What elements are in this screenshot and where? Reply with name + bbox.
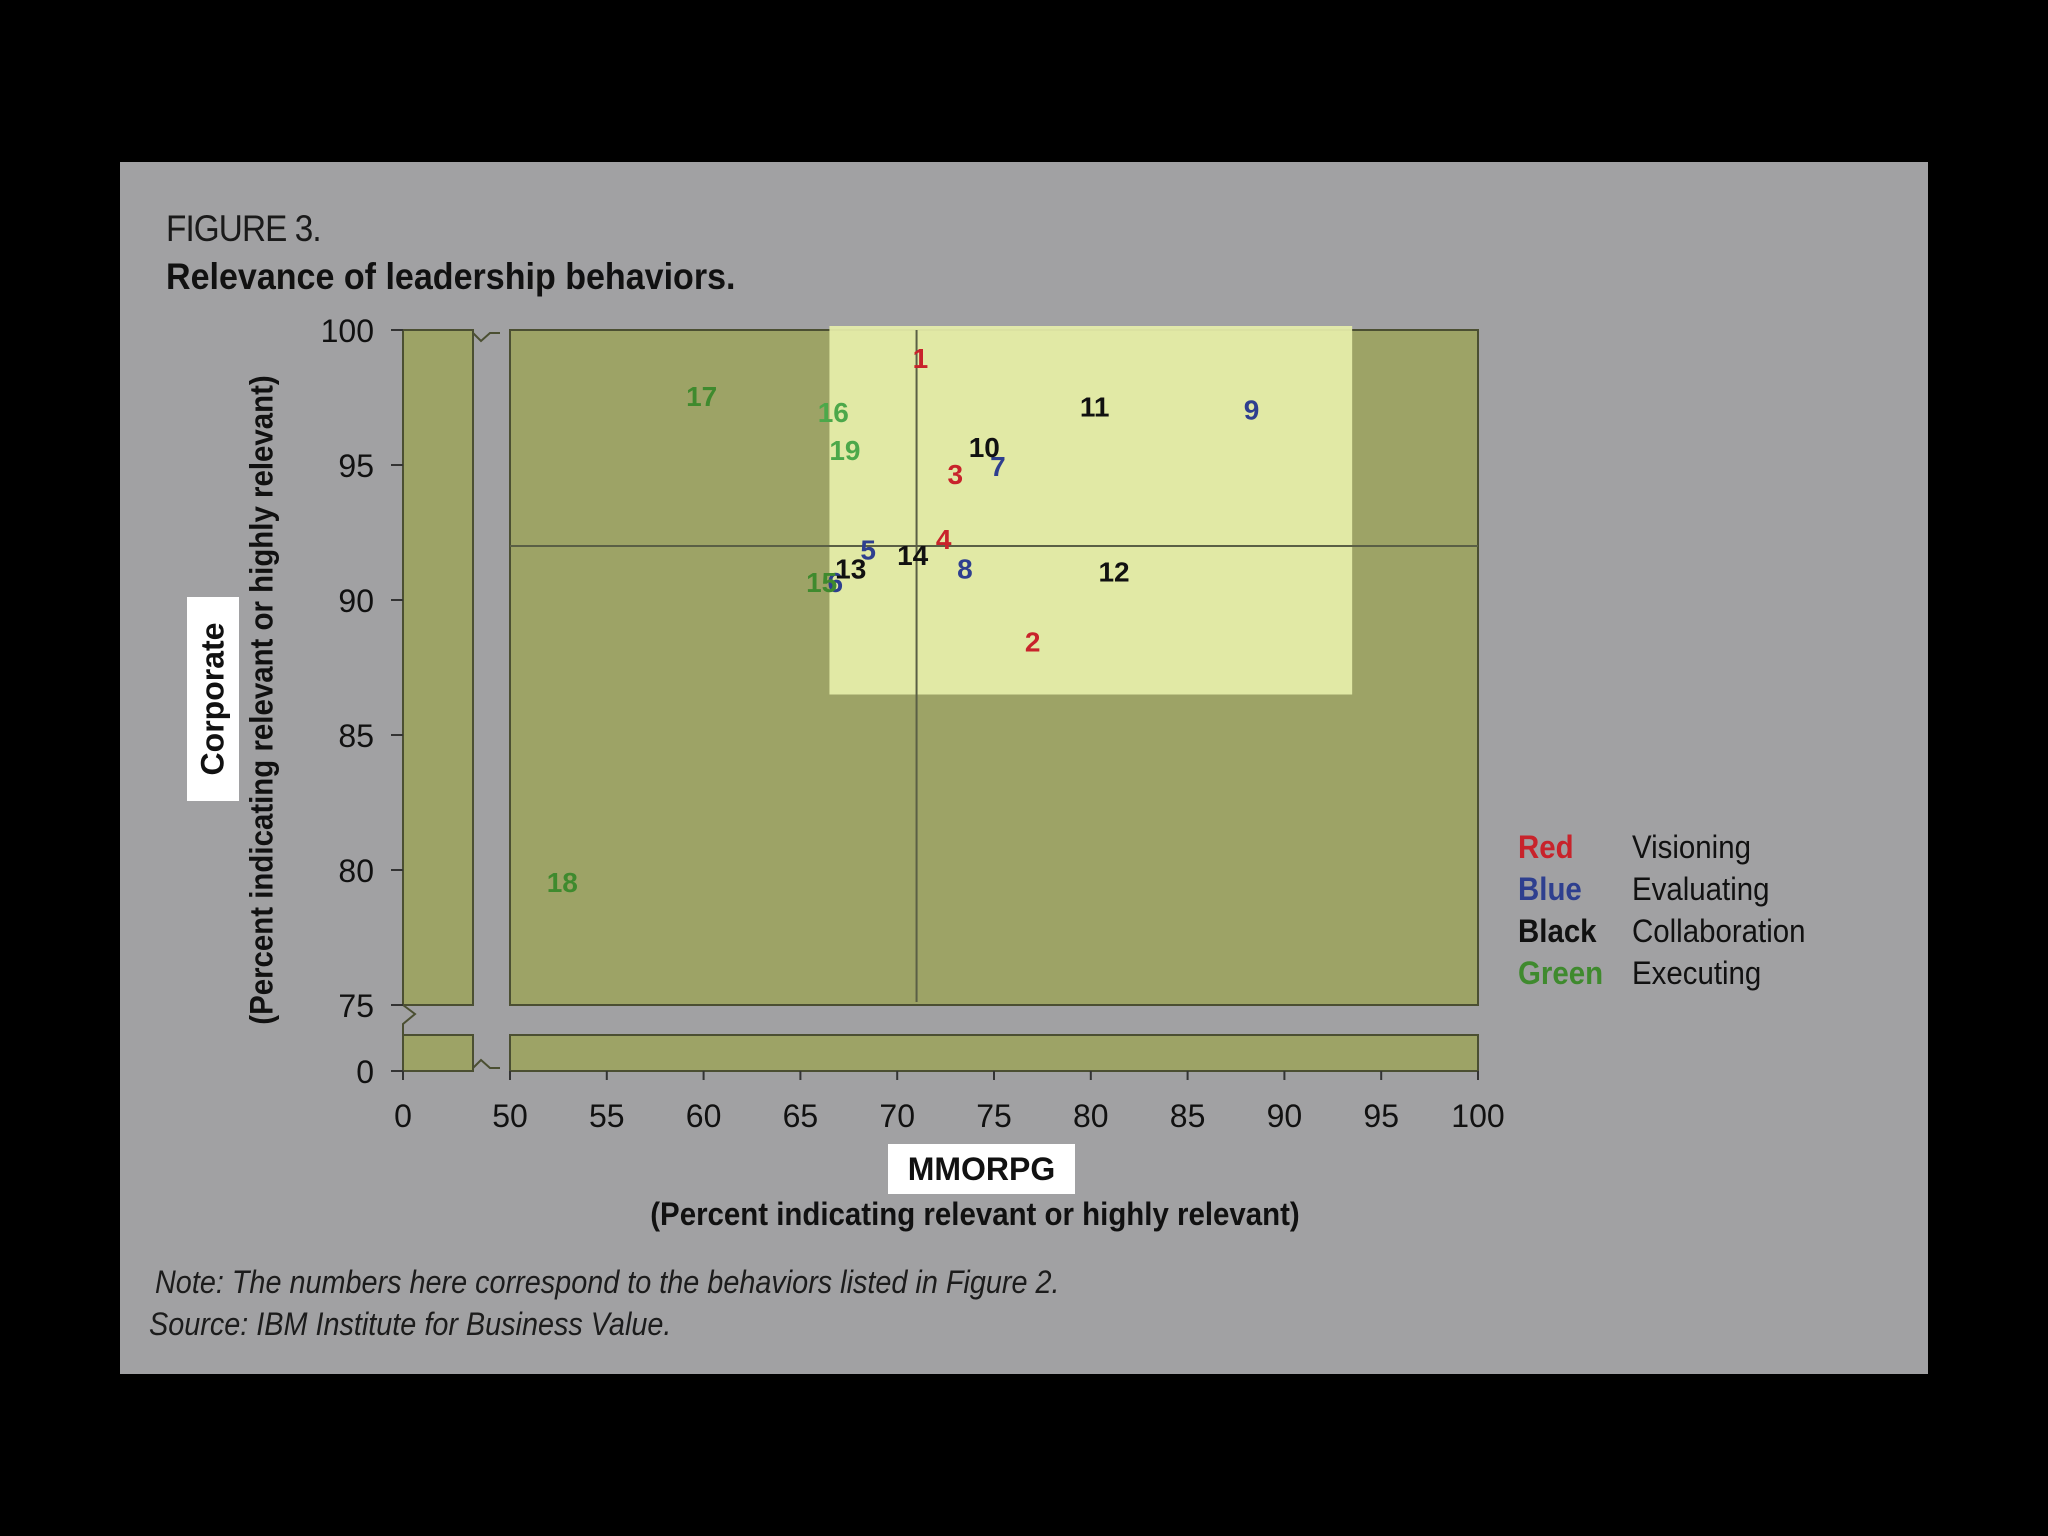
data-point-19: 19 bbox=[829, 435, 860, 466]
x-tick-label: 80 bbox=[1073, 1098, 1109, 1134]
legend-color-name: Green bbox=[1518, 954, 1604, 991]
data-point-6: 6 bbox=[827, 567, 843, 598]
plot-area-corner-strip bbox=[402, 1034, 474, 1072]
data-point-1: 1 bbox=[913, 343, 929, 374]
data-point-14: 14 bbox=[897, 540, 929, 571]
y-tick-label: 90 bbox=[338, 583, 374, 619]
x-tick-label: 75 bbox=[976, 1098, 1012, 1134]
x-tick-label: 100 bbox=[1451, 1098, 1504, 1134]
highlight-region bbox=[829, 326, 1353, 695]
y-axis-label: Corporate bbox=[194, 622, 231, 776]
data-point-10: 10 bbox=[969, 432, 1000, 463]
y-tick-label: 85 bbox=[338, 718, 374, 754]
data-point-17: 17 bbox=[686, 381, 717, 412]
data-point-12: 12 bbox=[1098, 556, 1129, 587]
y-tick-label: 95 bbox=[338, 448, 374, 484]
plot-area-bottom-strip bbox=[509, 1034, 1479, 1072]
x-tick-label: 90 bbox=[1267, 1098, 1303, 1134]
data-point-11: 11 bbox=[1080, 392, 1110, 423]
y-tick-label: 100 bbox=[321, 313, 374, 349]
y-axis-label-box bbox=[187, 597, 239, 801]
data-point-15: 15 bbox=[806, 567, 837, 598]
legend-item-green: Green Executing bbox=[1518, 952, 1821, 994]
x-tick-label: 85 bbox=[1170, 1098, 1206, 1134]
y-axis-break bbox=[402, 1004, 417, 1035]
legend: Red Visioning Blue Evaluating Black Coll… bbox=[1518, 826, 1821, 994]
legend-color-name: Red bbox=[1518, 828, 1574, 865]
y-tick-label: 80 bbox=[338, 853, 374, 889]
source-note: Source: IBM Institute for Business Value… bbox=[149, 1306, 672, 1342]
legend-item-black: Black Collaboration bbox=[1518, 910, 1821, 952]
legend-meaning: Visioning bbox=[1632, 828, 1751, 865]
footnote: Note: The numbers here correspond to the… bbox=[155, 1264, 1060, 1300]
x-tick-label: 95 bbox=[1363, 1098, 1399, 1134]
legend-color-name: Black bbox=[1518, 912, 1597, 949]
x-tick-label: 50 bbox=[492, 1098, 528, 1134]
data-point-7: 7 bbox=[990, 451, 1006, 482]
plot-frame bbox=[402, 326, 1479, 1072]
data-point-8: 8 bbox=[957, 554, 973, 585]
y-tick-label: 75 bbox=[338, 988, 374, 1024]
x-tick-label: 0 bbox=[394, 1098, 412, 1134]
legend-meaning: Executing bbox=[1632, 954, 1762, 991]
data-point-13: 13 bbox=[835, 554, 866, 585]
data-point-3: 3 bbox=[947, 459, 963, 490]
x-axis-break-bottom bbox=[472, 1058, 500, 1069]
x-tick-label: 60 bbox=[686, 1098, 722, 1134]
legend-item-blue: Blue Evaluating bbox=[1518, 868, 1821, 910]
y-tick-label: 0 bbox=[356, 1054, 374, 1090]
x-tick-label: 55 bbox=[589, 1098, 625, 1134]
data-point-9: 9 bbox=[1244, 394, 1260, 425]
y-axis-sublabel: (Percent indicating relevant or highly r… bbox=[243, 375, 280, 1025]
x-axis-break-top bbox=[472, 332, 500, 343]
legend-item-red: Red Visioning bbox=[1518, 826, 1821, 868]
x-tick-label: 70 bbox=[879, 1098, 915, 1134]
data-point-16: 16 bbox=[818, 397, 849, 428]
legend-meaning: Collaboration bbox=[1632, 912, 1806, 949]
data-point-5: 5 bbox=[860, 535, 876, 566]
x-tick-label: 65 bbox=[783, 1098, 819, 1134]
x-axis-sublabel: (Percent indicating relevant or highly r… bbox=[650, 1196, 1300, 1232]
plot-area-left-strip bbox=[402, 329, 474, 1006]
data-point-2: 2 bbox=[1025, 627, 1041, 658]
data-point-18: 18 bbox=[547, 867, 578, 898]
figure-title: Relevance of leadership behaviors. bbox=[166, 256, 736, 297]
legend-color-name: Blue bbox=[1518, 870, 1582, 907]
data-point-4: 4 bbox=[936, 524, 952, 555]
legend-meaning: Evaluating bbox=[1632, 870, 1770, 907]
figure-label: FIGURE 3. bbox=[166, 208, 322, 249]
x-axis-label: MMORPG bbox=[888, 1144, 1075, 1194]
